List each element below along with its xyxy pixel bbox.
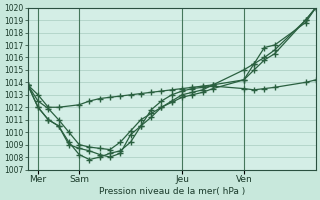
X-axis label: Pression niveau de la mer( hPa ): Pression niveau de la mer( hPa ): [99, 187, 245, 196]
